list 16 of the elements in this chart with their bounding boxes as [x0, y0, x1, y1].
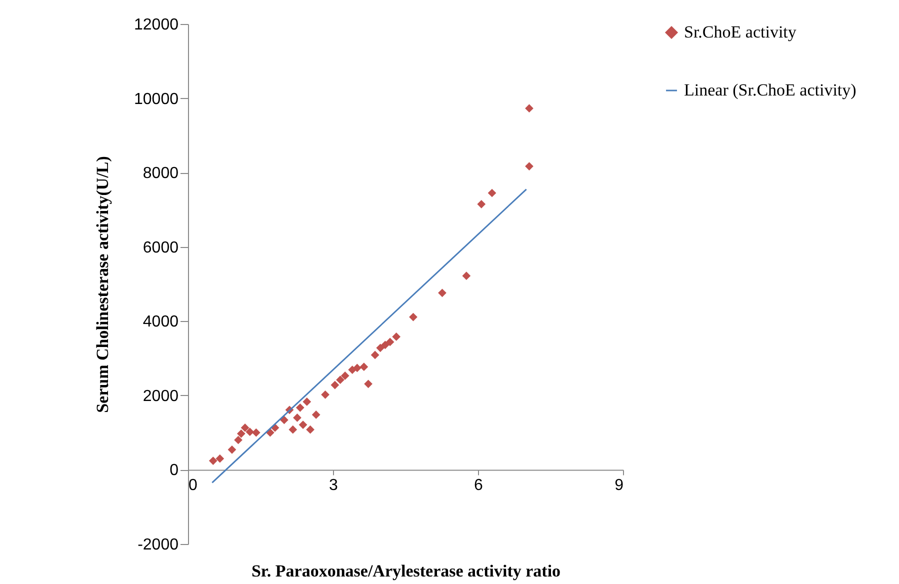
y-tick-label: 2000	[142, 388, 179, 405]
y-tick-label: 0	[170, 462, 179, 480]
x-axis-title: Sr. Paraoxonase/Arylesterase activity ratio	[251, 562, 561, 580]
x-tick-label: 3	[329, 477, 338, 494]
x-tick-label: 9	[614, 477, 624, 494]
x-tick-label: 0	[188, 477, 198, 494]
legend-label: Sr.ChoE activity	[684, 22, 797, 42]
y-tick-label: 10000	[134, 90, 179, 108]
y-tick-label: 12000	[134, 16, 179, 34]
legend-label: Linear (Sr.ChoE activity)	[684, 80, 856, 100]
y-tick-label: 4000	[142, 314, 179, 331]
x-tick-label: 6	[474, 477, 484, 494]
y-tick-label: 6000	[142, 239, 179, 256]
y-tick-label: -2000	[138, 536, 179, 554]
y-axis-title: Serum Cholinesterase activity(U/L)	[93, 156, 112, 413]
y-tick-label: 8000	[142, 165, 179, 182]
